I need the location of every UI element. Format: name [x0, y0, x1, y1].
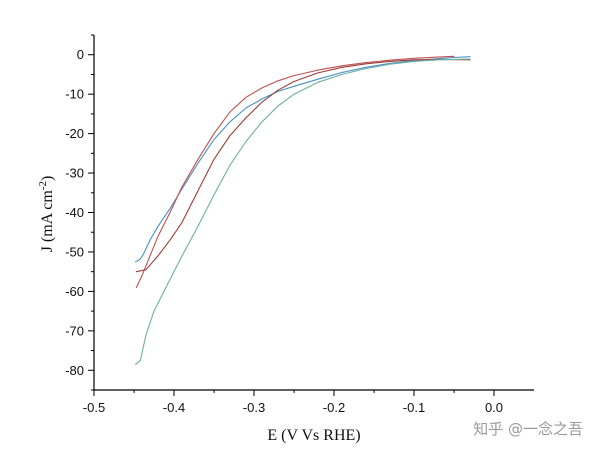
- y-axis-title: J (mA cm-2): [37, 176, 56, 253]
- y-axis-title-superscript: -2: [37, 181, 49, 190]
- y-tick-label: -10: [65, 87, 84, 102]
- x-tick-label: -0.4: [163, 400, 185, 415]
- y-axis: 0 -10 -20 -30 -40 -50 -60 -70 -80: [65, 34, 94, 391]
- series-line-1: [135, 56, 471, 263]
- y-tick-label: -80: [65, 363, 84, 378]
- x-tick-label: -0.2: [323, 400, 345, 415]
- series-line-2: [135, 55, 455, 288]
- x-axis-title: E (V Vs RHE): [267, 427, 360, 444]
- y-axis-title-close: ): [39, 176, 56, 181]
- y-tick-label: -30: [65, 166, 84, 181]
- x-axis: -0.5 -0.4 -0.3 -0.2 -0.1 0.0: [83, 390, 503, 415]
- y-tick-label: 0: [77, 47, 84, 62]
- series-line-3: [135, 58, 471, 273]
- x-tick-label: -0.1: [403, 400, 425, 415]
- y-tick-label: -20: [65, 126, 84, 141]
- x-tick-label: -0.5: [83, 400, 105, 415]
- series-layer: [135, 55, 471, 365]
- y-axis-title-main: J (mA cm: [39, 190, 56, 253]
- y-tick-label: -70: [65, 323, 84, 338]
- series-line-4: [135, 58, 471, 365]
- plot-frame: [93, 35, 534, 391]
- x-tick-label: -0.3: [243, 400, 265, 415]
- x-tick-label: 0.0: [485, 400, 503, 415]
- y-tick-label: -40: [65, 205, 84, 220]
- y-tick-label: -50: [65, 244, 84, 259]
- y-tick-label: -60: [65, 284, 84, 299]
- watermark-text: 知乎 @一念之吾: [473, 420, 583, 438]
